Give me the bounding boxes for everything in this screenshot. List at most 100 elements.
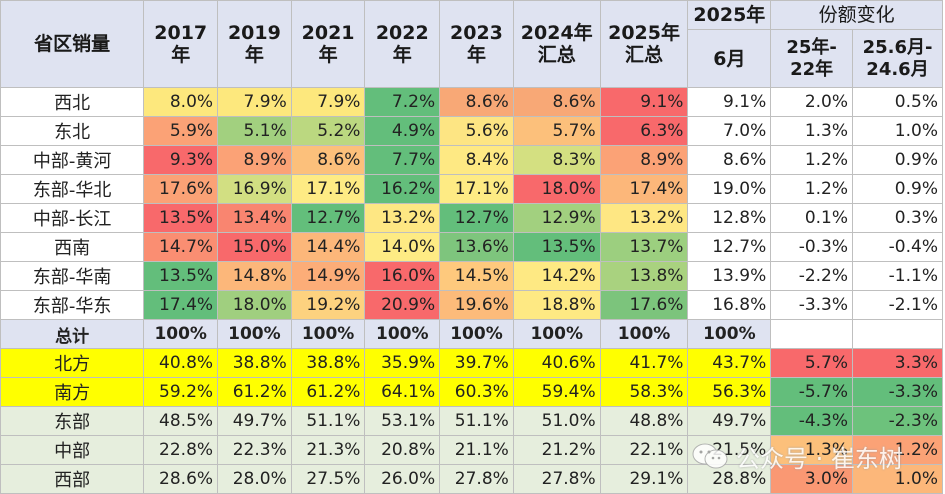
change-cell: -0.3% — [770, 232, 854, 262]
year-header: 2021 年 — [290, 0, 366, 88]
share-cell: 15.0% — [217, 232, 292, 262]
table-row: 东部-华北 17.6% 16.9% 17.1% 16.2% 17.1% 18.0% 17.4%… — [0, 174, 943, 204]
empty-cell — [852, 319, 943, 349]
share-cell: 59.2% — [143, 377, 219, 407]
year-header-top: 2025年 — [687, 0, 772, 30]
share-cell: 40.6% — [512, 348, 601, 378]
table-row: 中部-黄河 9.3% 8.9% 8.6% 7.7% 8.4% 8.3% 8.9% 8.6% 1.2… — [0, 145, 943, 175]
share-cell: 17.4% — [143, 290, 219, 320]
share-cell: 14.2% — [512, 261, 601, 291]
group-row: 东部 48.5% 49.7% 51.1% 53.1% 51.1% 51.0% 48.8% 49.… — [0, 406, 943, 436]
share-cell: 20.8% — [364, 435, 441, 465]
row-label: 东部-华东 — [0, 290, 145, 320]
change-header: 25.6月- 24.6月 — [852, 29, 943, 88]
table-header: 省区销量 2017 年 2019 年 2021 年 2022 年 2023 年 2024年 汇总 2025… — [0, 0, 943, 88]
share-cell: 16.2% — [364, 174, 441, 204]
change-cell: 1.2% — [770, 145, 854, 175]
share-cell: 14.5% — [439, 261, 514, 291]
share-cell: 53.1% — [364, 406, 441, 436]
change-cell: 1.2% — [770, 174, 854, 204]
header-line-bottom: 汇总 — [625, 44, 664, 66]
wechat-icon — [692, 443, 728, 469]
share-cell: 6.3% — [599, 116, 689, 146]
year-header: 2019 年 — [217, 0, 292, 88]
share-cell: 19.0% — [687, 174, 772, 204]
share-cell: 35.9% — [364, 348, 441, 378]
change-cell: 3.3% — [852, 348, 943, 378]
row-label: 东部 — [0, 406, 145, 436]
header-line-bottom: 年 — [466, 44, 486, 66]
share-cell: 48.5% — [143, 406, 219, 436]
change-cell: 0.5% — [852, 87, 943, 117]
share-cell: 43.7% — [687, 348, 772, 378]
share-cell: 16.0% — [364, 261, 441, 291]
header-line-top: 25年- — [786, 36, 837, 58]
row-label: 东北 — [0, 116, 145, 146]
change-header: 25年- 22年 — [770, 29, 854, 88]
share-cell: 28.6% — [143, 464, 219, 494]
year-header: 2023 年 — [439, 0, 514, 88]
share-cell: 5.9% — [143, 116, 219, 146]
share-cell: 8.9% — [217, 145, 292, 175]
change-cell: -4.3% — [770, 406, 854, 436]
share-cell: 13.5% — [143, 261, 219, 291]
year-header: 2017 年 — [143, 0, 219, 88]
share-cell: 14.9% — [290, 261, 366, 291]
share-cell: 13.5% — [143, 203, 219, 233]
change-cell: 2.0% — [770, 87, 854, 117]
share-cell: 14.0% — [364, 232, 441, 262]
total-cell: 100% — [512, 319, 601, 349]
share-cell: 18.0% — [512, 174, 601, 204]
share-cell: 12.7% — [439, 203, 514, 233]
share-cell: 8.6% — [290, 145, 366, 175]
share-cell: 17.6% — [143, 174, 219, 204]
share-cell: 49.7% — [217, 406, 292, 436]
share-cell: 61.2% — [290, 377, 366, 407]
change-cell: -2.2% — [770, 261, 854, 291]
share-cell: 13.7% — [599, 232, 689, 262]
change-cell: -2.3% — [852, 406, 943, 436]
share-cell: 16.8% — [687, 290, 772, 320]
share-cell: 5.6% — [439, 116, 514, 146]
share-cell: 48.8% — [599, 406, 689, 436]
change-cell: 1.0% — [852, 116, 943, 146]
share-cell: 17.1% — [439, 174, 514, 204]
share-cell: 12.9% — [512, 203, 601, 233]
row-label: 中部-长江 — [0, 203, 145, 233]
share-cell: 8.6% — [687, 145, 772, 175]
share-cell: 14.4% — [290, 232, 366, 262]
change-cell: 1.0% — [852, 464, 943, 494]
share-cell: 13.2% — [364, 203, 441, 233]
share-cell: 9.1% — [599, 87, 689, 117]
share-cell: 61.2% — [217, 377, 292, 407]
share-cell: 17.1% — [290, 174, 366, 204]
share-cell: 19.2% — [290, 290, 366, 320]
header-line-top: 2022 — [375, 22, 429, 44]
header-line-bottom: 24.6月 — [866, 58, 929, 80]
change-cell: 0.3% — [852, 203, 943, 233]
row-label: 南方 — [0, 377, 145, 407]
share-cell: 8.0% — [143, 87, 219, 117]
share-cell: 12.7% — [687, 232, 772, 262]
share-cell: 13.5% — [512, 232, 601, 262]
group-row: 北方 40.8% 38.8% 38.8% 35.9% 39.7% 40.6% 41.7% 43.… — [0, 348, 943, 378]
total-cell: 100% — [364, 319, 441, 349]
header-line-top: 25.6月- — [862, 36, 933, 58]
change-cell: 5.7% — [770, 348, 854, 378]
empty-cell — [770, 319, 854, 349]
group-row: 南方 59.2% 61.2% 61.2% 64.1% 60.3% 59.4% 58.3% 56.… — [0, 377, 943, 407]
share-cell: 8.9% — [599, 145, 689, 175]
total-cell: 100% — [599, 319, 689, 349]
share-cell: 38.8% — [217, 348, 292, 378]
share-cell: 13.6% — [439, 232, 514, 262]
header-line-top: 2021 — [301, 22, 355, 44]
year-header: 2025年 汇总 — [599, 0, 689, 88]
year-header-bottom: 6月 — [687, 29, 772, 88]
row-label: 东部-华北 — [0, 174, 145, 204]
share-cell: 27.8% — [512, 464, 601, 494]
share-cell: 51.1% — [439, 406, 514, 436]
table-row: 东北 5.9% 5.1% 5.2% 4.9% 5.6% 5.7% 6.3% 7.0% 1.3% 1.… — [0, 116, 943, 146]
header-line-top: 2019 — [227, 22, 281, 44]
row-label-header: 省区销量 — [0, 0, 145, 88]
share-cell: 14.8% — [217, 261, 292, 291]
